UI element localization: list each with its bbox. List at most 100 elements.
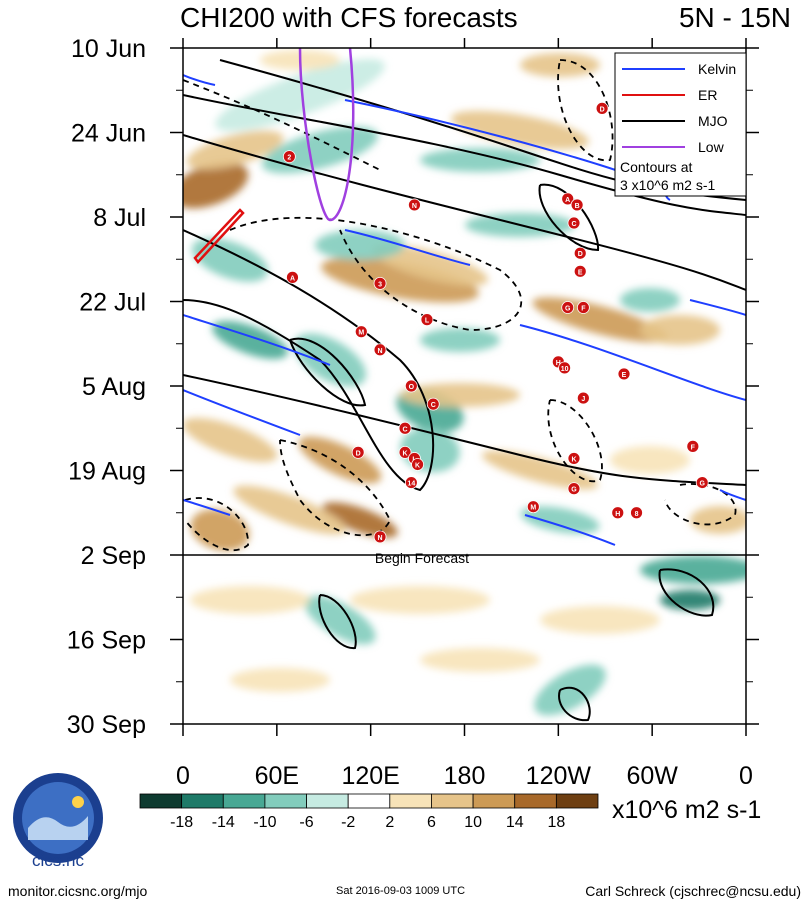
y-tick-label: 19 Aug [68, 458, 146, 486]
x-tick-label: 180 [444, 762, 486, 790]
svg-text:A: A [565, 197, 570, 204]
colorbar-label: 14 [506, 814, 524, 831]
storm-marker: A [286, 270, 299, 284]
storm-marker: C [398, 421, 412, 435]
svg-text:D: D [578, 251, 583, 258]
storm-marker: N [373, 343, 387, 357]
colorbar-swatch [139, 793, 183, 809]
svg-text:L: L [425, 318, 430, 325]
colorbar-label: -6 [299, 814, 313, 831]
storm-marker: G [695, 476, 709, 489]
svg-text:A: A [290, 275, 295, 282]
storm-marker: F [686, 439, 700, 453]
storm-marker: M [354, 325, 368, 339]
footer-author: Carl Schreck (cjschrec@ncsu.edu) [585, 883, 801, 899]
colorbar-swatch [431, 793, 474, 809]
storm-marker: N [373, 530, 387, 544]
storm-marker: 10 [558, 361, 571, 375]
svg-text:M: M [358, 330, 364, 337]
svg-text:E: E [622, 372, 627, 379]
storm-marker: D [595, 101, 609, 115]
colorbar: -18 -14 -10 -6 -2 2 6 10 14 18 [139, 793, 599, 831]
x-tick-label: 0 [739, 762, 753, 790]
svg-text:G: G [571, 487, 577, 494]
y-tick-label: 22 Jul [79, 289, 146, 317]
chart-title: CHI200 with CFS forecasts [180, 2, 518, 33]
svg-text:D: D [356, 450, 361, 457]
colorbar-label: 18 [547, 814, 565, 831]
y-tick-label: 16 Sep [67, 627, 146, 655]
y-tick-label: 2 Sep [81, 542, 146, 570]
storm-marker: E [573, 264, 587, 278]
svg-text:3: 3 [378, 281, 382, 288]
x-tick-label: 0 [176, 762, 190, 790]
svg-text:C: C [431, 402, 436, 409]
svg-text:H: H [556, 360, 561, 367]
storm-marker: D [573, 246, 587, 260]
svg-text:D: D [600, 106, 605, 113]
storm-marker: C [567, 216, 581, 230]
storm-marker: E [617, 367, 631, 381]
colorbar-label: 10 [464, 814, 482, 831]
colorbar-label: -18 [170, 814, 193, 831]
svg-text:K: K [403, 450, 408, 457]
colorbar-swatch [264, 793, 307, 809]
svg-text:C: C [403, 426, 408, 433]
colorbar-units: x10^6 m2 s-1 [612, 796, 762, 824]
footer-url: monitor.cicsnc.org/mjo [8, 883, 148, 899]
storm-marker: 8 [630, 506, 643, 520]
svg-text:8: 8 [635, 511, 639, 518]
storm-marker: F [576, 301, 590, 314]
y-axis-labels: 10 Jun 24 Jun 8 Jul 22 Jul 5 Aug 19 Aug 2 Sep 1… [67, 35, 146, 739]
storm-marker: D [351, 445, 365, 459]
axis-ticks [170, 38, 759, 736]
svg-text:2: 2 [287, 155, 291, 162]
legend-label: ER [698, 87, 717, 103]
svg-text:N: N [412, 203, 417, 210]
svg-text:F: F [691, 444, 696, 451]
svg-text:O: O [409, 384, 415, 391]
storm-marker: B [570, 198, 584, 212]
svg-text:C: C [571, 221, 576, 228]
svg-text:H: H [615, 511, 620, 518]
svg-text:B: B [575, 203, 580, 210]
colorbar-swatch [347, 793, 391, 809]
colorbar-swatch [222, 793, 266, 809]
storm-marker: N [408, 198, 421, 212]
colorbar-swatch [306, 793, 349, 809]
storm-marker: O [404, 379, 418, 393]
y-tick-label: 24 Jun [71, 120, 146, 148]
y-tick-label: 5 Aug [82, 373, 146, 401]
svg-text:E: E [578, 269, 583, 276]
storm-marker: M [526, 500, 540, 514]
storm-marker: 14 [404, 476, 418, 489]
colorbar-label: -10 [253, 814, 276, 831]
footer-timestamp: Sat 2016-09-03 1009 UTC [336, 885, 466, 897]
colorbar-swatch [181, 793, 224, 809]
colorbar-swatch [472, 793, 516, 809]
legend-note-2: 3 x10^6 m2 s-1 [620, 177, 715, 193]
storm-marker: G [567, 482, 581, 496]
svg-text:J: J [581, 396, 585, 403]
legend-label: Kelvin [698, 61, 736, 77]
storm-markers: 2NDABCDEA3GFLMNH10EOJCCDKLKKFG14GMH8N [282, 101, 709, 544]
storm-marker: K [567, 452, 581, 465]
storm-marker: 2 [282, 150, 296, 164]
svg-text:K: K [415, 462, 420, 469]
svg-text:M: M [530, 505, 536, 512]
svg-text:G: G [699, 481, 705, 488]
y-tick-label: 10 Jun [71, 35, 146, 63]
y-tick-label: 30 Sep [67, 711, 146, 739]
colorbar-label: -2 [341, 814, 355, 831]
x-tick-label: 60W [626, 762, 678, 790]
storm-marker: L [420, 313, 434, 327]
x-tick-label: 120W [526, 762, 592, 790]
colorbar-swatch [389, 793, 432, 809]
svg-text:14: 14 [407, 481, 415, 488]
svg-text:10: 10 [561, 366, 569, 373]
colorbar-swatch [555, 793, 599, 809]
storm-marker: J [576, 391, 590, 405]
legend-label: Low [698, 139, 725, 155]
colorbar-swatch [514, 793, 557, 809]
